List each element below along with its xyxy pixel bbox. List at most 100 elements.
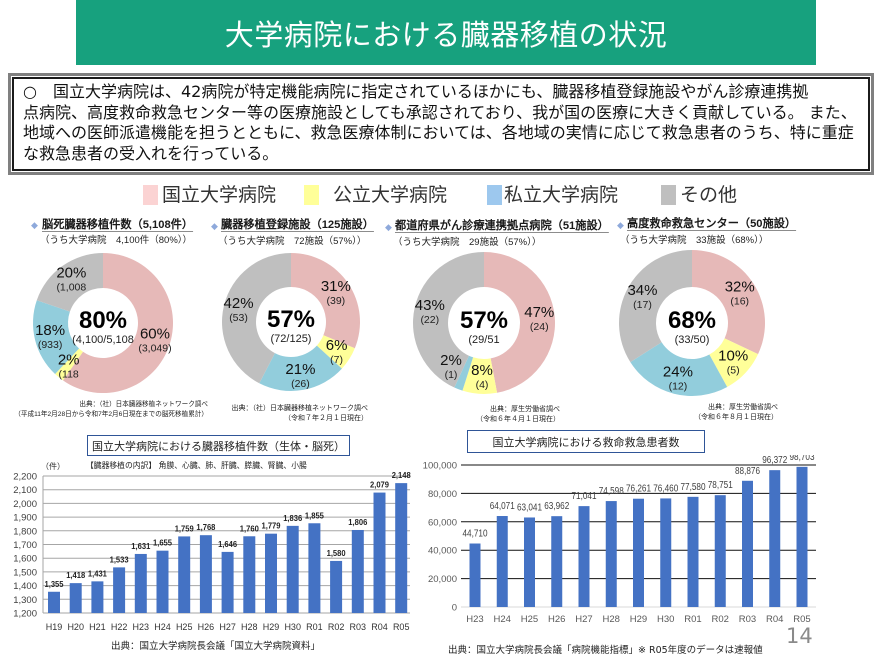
bar-H23 <box>469 543 481 607</box>
legend-swatch-national <box>143 185 158 205</box>
diamond-bullet-icon: ◆ <box>385 223 392 233</box>
y-tick-label: 60,000 <box>428 517 457 528</box>
donut-center-fraction: (4,100/5,108 <box>72 334 134 346</box>
chart-title-text: 国立大学病院における救命救急患者数 <box>492 435 680 449</box>
emergency-bar-chart: 0 20,000 40,000 60,000 80,000 100,000 44,710 H2… <box>423 455 816 625</box>
slice-count-label-private: (12) <box>669 381 688 393</box>
summary-box: ○ 国立大学病院は、42病院が特定機能病院に指定されているほかにも、臓器移植登録… <box>8 73 874 175</box>
donut-slice-private <box>259 345 342 391</box>
donut-center-percent: 57% <box>267 306 315 333</box>
bar-H21 <box>91 581 104 613</box>
donut-subtitle-2: （うち大学病院 72施設（57%）） <box>218 236 367 247</box>
bar-R01 <box>687 496 699 607</box>
donut-chart-2: 31%(39) 6%(7) 21%(26) 42%(53) 57%(72/125) <box>222 253 360 391</box>
diamond-bullet-icon: ◆ <box>211 222 218 232</box>
slice-percent-label-private: 24% <box>663 364 693 381</box>
bar-value-label: 96,372 <box>762 455 787 466</box>
slice-percent-label-national: 32% <box>725 279 755 296</box>
summary-line: ○ 国立大学病院は、42病院が特定機能病院に指定されているほかにも、臓器移植登録… <box>23 82 809 101</box>
donut-slice-other <box>36 253 103 312</box>
donut-slice-national <box>692 250 765 355</box>
x-tick-label: R04 <box>766 614 783 625</box>
slice-percent-label-national: 31% <box>321 278 351 295</box>
slice-count-label-national: (16) <box>730 296 749 308</box>
bar-value-label: 1,580 <box>327 549 347 558</box>
donut-slice-public <box>55 348 83 381</box>
slice-percent-label-public: 6% <box>326 337 348 354</box>
x-tick-label: H27 <box>575 614 592 625</box>
y-tick-label: 1,200 <box>13 609 37 620</box>
bar-R02 <box>330 560 343 613</box>
donut-slice-public <box>316 335 355 369</box>
slide-title: 大学病院における臓器移植の状況 <box>224 17 668 52</box>
x-tick-label: H29 <box>630 614 647 625</box>
donut-subtitle-4: （うち大学病院 33施設（68%）） <box>620 235 769 246</box>
slice-percent-label-other: 43% <box>415 297 445 314</box>
x-tick-label: H22 <box>111 622 128 632</box>
bar-value-label: 76,460 <box>653 483 678 494</box>
bar-value-label: 1,431 <box>88 569 108 578</box>
donut-subtitle-3: （うち大学病院 29施設（57%）） <box>393 237 542 248</box>
y-tick-label: 1,400 <box>13 581 37 592</box>
transplant-chart-source: 出典：国立大学病院長会議「国立大学病院資料」 <box>111 641 321 652</box>
y-tick-label: 100,000 <box>423 461 457 472</box>
emergency-chart-title: 国立大学病院における救命救急患者数 <box>467 430 705 453</box>
bar-H28 <box>243 536 256 613</box>
donut-title-1: 脳死臓器移植件数（5,108件） <box>42 219 194 231</box>
donut-title-4: 高度救命救急センター（50施設） <box>627 218 797 230</box>
x-tick-label: R01 <box>306 622 323 632</box>
slice-count-label-national: (39) <box>327 295 346 307</box>
slice-percent-label-private: 21% <box>285 361 315 378</box>
donut-chart-3: 47%(24) 8%(4) 2%(1) 43%(22) 57%(29/51 <box>413 252 555 394</box>
summary-text: ○ 国立大学病院は、42病院が特定機能病院に指定されているほかにも、臓器移植登録… <box>12 77 870 171</box>
x-tick-label: H19 <box>46 622 63 632</box>
legend-swatch-private <box>487 185 502 205</box>
donut-source-3: 出典：厚生労働省調べ （令和６年４月１日現在） <box>476 405 560 425</box>
bar-R03 <box>742 480 753 607</box>
bar-R05 <box>395 483 408 613</box>
bar-H26 <box>199 535 212 613</box>
x-tick-label: H24 <box>154 622 171 632</box>
x-tick-label: R05 <box>793 614 810 625</box>
x-tick-label: R01 <box>684 614 701 625</box>
bar-H24 <box>156 550 169 613</box>
slide-title-banner: 大学病院における臓器移植の状況 <box>76 0 816 65</box>
source-line: 出典：（社）日本臓器移植ネットワーク調べ <box>231 405 369 412</box>
bar-H24 <box>496 516 508 607</box>
donut-center-fraction: (29/51 <box>468 334 499 346</box>
bar-value-label: 1,779 <box>262 522 282 531</box>
legend-label-public: 公立大学病院 <box>333 184 448 206</box>
slice-count-label-private: (933) <box>38 339 63 351</box>
chart-title-text: 国立大学病院における臓器移植件数（生体・脳死） <box>92 439 345 453</box>
donut-chart-1: 60%(3,049) 2%(118 18%(933) 20%(1,008 80%(4,1… <box>32 253 173 393</box>
bar-H30 <box>286 525 299 613</box>
bar-H27 <box>221 551 234 613</box>
bar-value-label: 1,759 <box>175 524 195 533</box>
x-tick-label: H26 <box>548 614 565 625</box>
y-tick-label: 1,900 <box>13 513 37 524</box>
bar-R04 <box>769 470 781 607</box>
page-number: 14 <box>786 624 813 648</box>
bar-value-label: 2,079 <box>370 481 390 490</box>
slice-percent-label-private: 18% <box>35 322 65 339</box>
slice-count-label-public: (7) <box>330 354 343 366</box>
bar-H29 <box>265 533 277 613</box>
bar-H25 <box>524 517 535 607</box>
bar-value-label: 63,962 <box>544 501 569 512</box>
slice-count-label-national: (24) <box>530 321 549 333</box>
donut-slice-national <box>484 252 555 393</box>
bar-H20 <box>69 583 82 613</box>
donut-slice-public <box>709 338 759 387</box>
bar-H28 <box>605 501 617 607</box>
bar-value-label: 1,631 <box>131 542 151 551</box>
donut-source-2: 出典：（社）日本臓器移植ネットワーク調べ （令和７年２月１日現在） <box>232 404 369 424</box>
donut-source-1: 出典：（社）日本臓器移植ネットワーク調べ （平成11年2月28日から令和7年2月… <box>14 400 208 420</box>
x-tick-label: H29 <box>263 622 280 632</box>
transplant-chart-title: 国立大学病院における臓器移植件数（生体・脳死） <box>87 435 350 456</box>
donut-slice-private <box>630 342 728 396</box>
slice-count-label-other: (53) <box>229 312 248 324</box>
donut-charts: 60%(3,049)2%(11818%(933)20%(1,00880%(4,1… <box>32 250 765 396</box>
x-tick-label: R05 <box>393 622 410 632</box>
x-tick-label: H21 <box>89 622 106 632</box>
donut-title-2: 臓器移植登録施設（125施設） <box>221 219 374 231</box>
